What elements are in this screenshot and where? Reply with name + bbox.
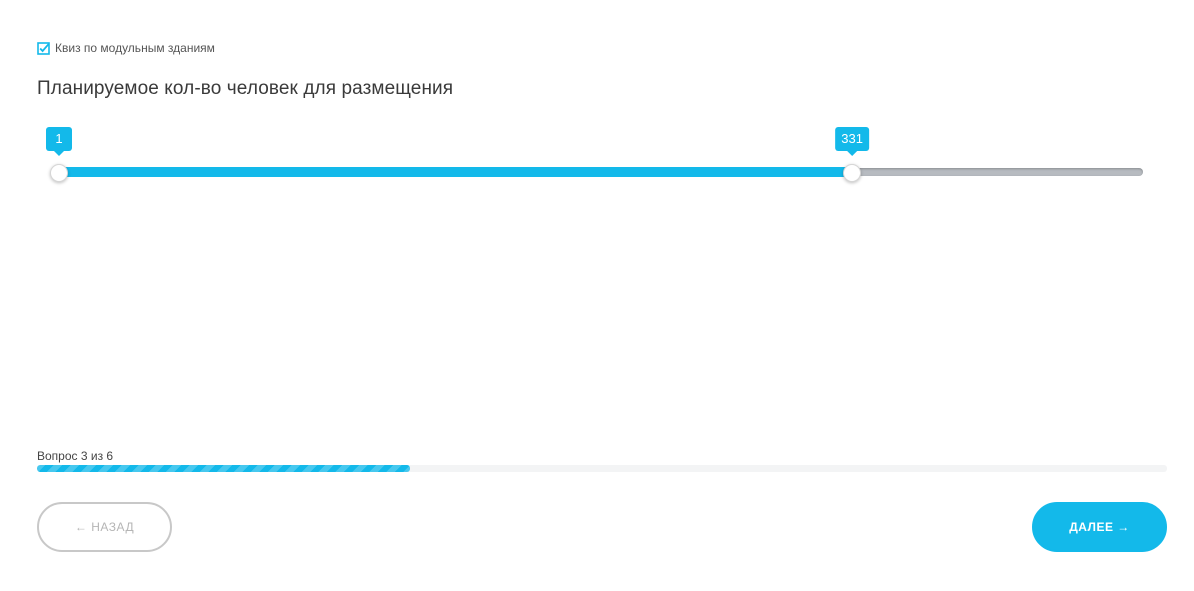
progress-label: Вопрос 3 из 6 <box>37 449 113 463</box>
next-button[interactable]: ДАЛЕЕ → <box>1032 502 1167 552</box>
checkbox-checked-icon <box>37 42 50 55</box>
back-button[interactable]: ← НАЗАД <box>37 502 172 552</box>
slider-range-fill <box>59 167 852 177</box>
slider-high-handle[interactable] <box>843 164 861 182</box>
progress-bar <box>37 465 1167 472</box>
slider-low-handle[interactable] <box>50 164 68 182</box>
range-slider[interactable]: 1 331 <box>59 160 1143 184</box>
slider-low-value: 1 <box>46 127 72 151</box>
quiz-tag: Квиз по модульным зданиям <box>37 41 215 55</box>
quiz-tag-label: Квиз по модульным зданиям <box>55 41 215 55</box>
question-title: Планируемое кол-во человек для размещени… <box>37 78 453 100</box>
progress-bar-fill <box>37 465 410 472</box>
slider-high-value: 331 <box>835 127 869 151</box>
